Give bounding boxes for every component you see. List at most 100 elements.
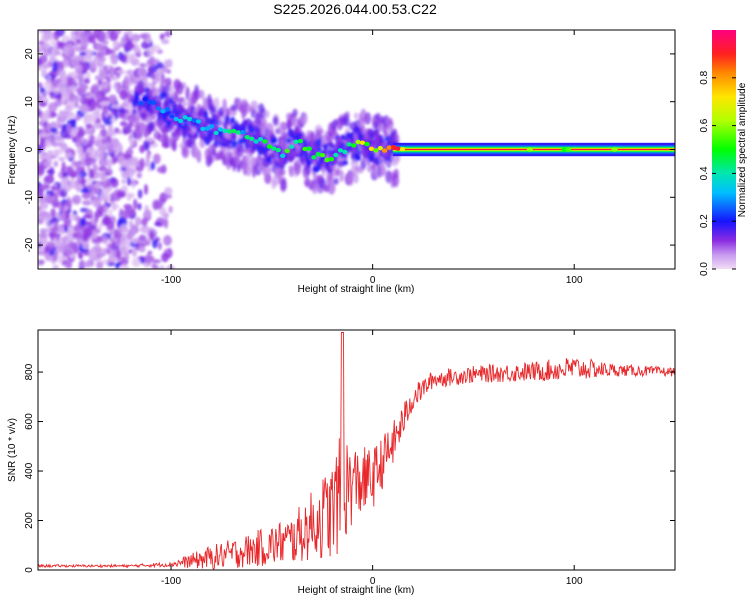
halo-cell: [171, 138, 177, 151]
noise-cell: [44, 245, 51, 253]
noise-cell: [123, 37, 134, 42]
snr-x-label: Height of straight line (km): [298, 585, 415, 596]
ridge-peak: [160, 109, 166, 114]
noise-cell: [39, 135, 44, 147]
noise-cell: [102, 105, 109, 114]
noise-cell: [85, 94, 93, 99]
noise-cell: [152, 237, 158, 249]
noise-cell: [61, 161, 66, 170]
noise-cell: [99, 128, 108, 138]
noise-cell: [151, 259, 162, 264]
halo-cell: [162, 85, 170, 96]
noise-cell: [106, 221, 115, 230]
ridge-peak: [306, 146, 312, 151]
halo-cell: [150, 113, 157, 120]
noise-cell: [68, 253, 77, 259]
ridge-peak: [337, 148, 343, 153]
halo-cell: [379, 164, 386, 177]
noise-cell: [119, 89, 128, 101]
noise-cell: [46, 169, 55, 175]
noise-cell: [108, 75, 119, 81]
carrier-spark: [526, 147, 533, 152]
x-tick-label: 100: [566, 576, 583, 587]
ridge-peak: [320, 153, 326, 158]
halo-cell: [279, 168, 286, 176]
noise-cell: [75, 166, 85, 172]
halo-cell: [133, 117, 140, 124]
y-tick-label: -20: [24, 237, 35, 252]
noise-cell: [116, 191, 125, 198]
halo-cell: [222, 98, 227, 113]
ridge-peak: [271, 146, 277, 151]
noise-cell: [131, 257, 141, 267]
noise-cell: [127, 30, 133, 39]
noise-cell: [160, 33, 165, 38]
noise-cell: [38, 165, 45, 176]
ridge-cell: [286, 138, 292, 144]
ridge-cell: [330, 143, 335, 149]
ridge-peak: [324, 157, 330, 163]
noise-cell: [58, 148, 64, 155]
halo-cell: [154, 127, 159, 139]
noise-cell: [138, 234, 147, 242]
ridge-peak: [373, 148, 379, 153]
ridge-peak: [218, 127, 224, 132]
noise-cell: [127, 146, 133, 154]
noise-cell: [166, 69, 172, 74]
snr-panel: -100 0 100 0 200 400 600 800 Height of straight…: [7, 329, 676, 596]
ridge-peak: [311, 155, 317, 160]
noise-cell: [120, 179, 127, 184]
ridge-peak: [204, 126, 210, 131]
noise-cell: [132, 36, 139, 43]
noise-cell: [74, 63, 83, 74]
noise-cell: [38, 210, 48, 216]
noise-cell: [46, 123, 52, 131]
colorbar-ticks: 0.0 0.2 0.4 0.6 0.8: [699, 70, 736, 276]
halo-cell: [294, 163, 302, 176]
noise-cell: [121, 210, 130, 220]
noise-cell: [79, 217, 87, 227]
colorbar-tick-label: 0.2: [699, 214, 710, 228]
noise-cell: [85, 123, 92, 129]
noise-cell: [51, 139, 57, 147]
noise-cell: [151, 263, 157, 269]
ridge-peak: [187, 116, 193, 122]
carrier-spark: [565, 147, 572, 152]
ridge-peak: [262, 139, 268, 144]
noise-cell: [103, 65, 109, 70]
ridge-peak: [293, 139, 299, 144]
noise-cell: [62, 171, 68, 178]
noise-cell: [77, 160, 82, 165]
noise-cell: [92, 163, 98, 172]
x-tick-label: -100: [161, 275, 181, 286]
x-tick-label: 0: [370, 275, 376, 286]
noise-cell: [117, 129, 122, 135]
noise-cell: [99, 71, 107, 78]
halo-cell: [358, 116, 366, 130]
halo-cell: [364, 112, 372, 125]
noise-cell: [49, 54, 56, 64]
ridge-peak: [328, 157, 335, 162]
halo-cell: [225, 107, 231, 116]
ridge-peak: [284, 148, 290, 154]
halo-cell: [280, 179, 287, 191]
halo-cell: [347, 172, 354, 186]
ridge-peak: [151, 100, 157, 105]
ridge-cell: [250, 127, 255, 134]
noise-cell: [108, 94, 117, 104]
ridge-peak: [302, 146, 308, 152]
noise-cell: [106, 178, 111, 188]
ridge-cell: [171, 102, 178, 112]
noise-cell: [57, 254, 63, 264]
noise-cell: [43, 184, 51, 189]
noise-cell: [42, 63, 49, 69]
noise-cell: [119, 246, 128, 256]
noise-cell: [156, 62, 164, 70]
noise-cell: [74, 137, 82, 148]
noise-cell: [99, 56, 107, 62]
noise-cell: [49, 190, 55, 198]
snr-plot-area: [38, 330, 675, 570]
noise-scatter: [38, 30, 175, 269]
noise-cell: [41, 153, 48, 160]
halo-cell: [353, 112, 359, 120]
